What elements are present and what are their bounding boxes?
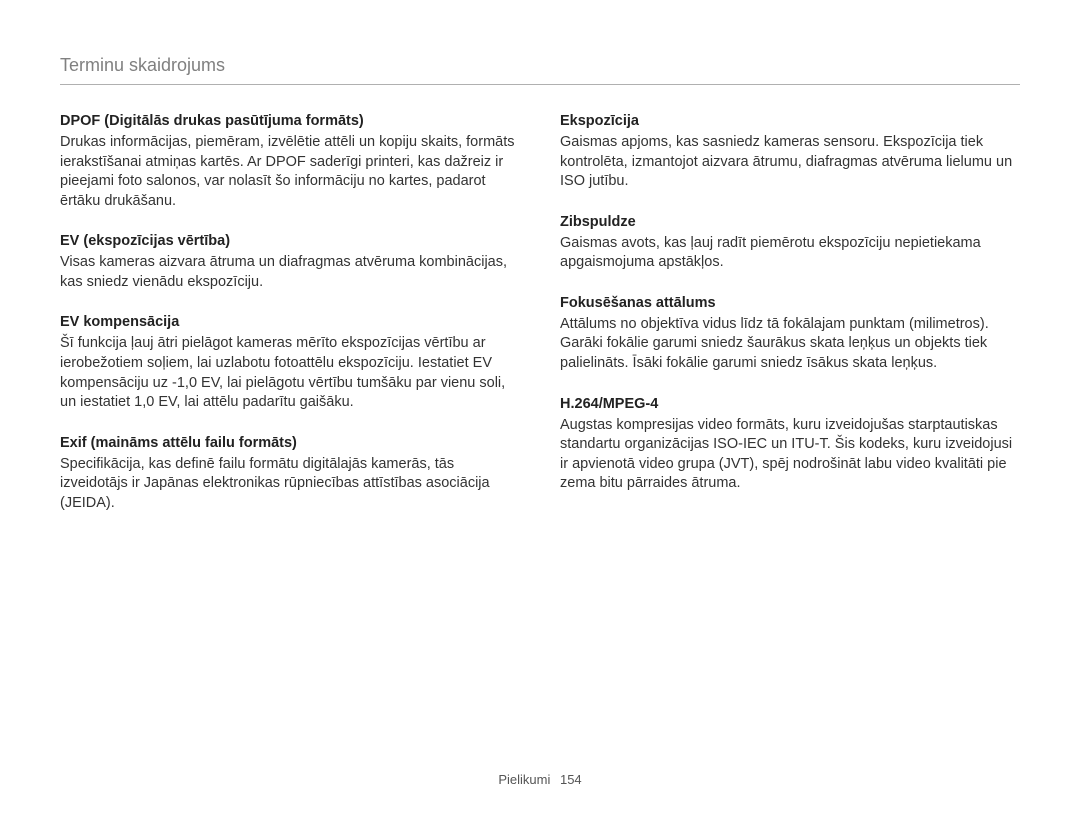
term-title: Ekspozīcija: [560, 113, 1020, 129]
term-body: Specifikācija, kas definē failu formātu …: [60, 455, 520, 514]
term-ev-comp: EV kompensācija Šī funkcija ļauj ātri pi…: [60, 314, 520, 412]
term-body: Attālums no objektīva vidus līdz tā fokā…: [560, 315, 1020, 374]
term-ev-value: EV (ekspozīcijas vērtība) Visas kameras …: [60, 233, 520, 292]
term-focal-length: Fokusēšanas attālums Attālums no objektī…: [560, 295, 1020, 374]
term-title: EV kompensācija: [60, 314, 520, 330]
page-title: Terminu skaidrojums: [60, 55, 1020, 76]
term-title: Exif (maināms attēlu failu formāts): [60, 435, 520, 451]
term-title: DPOF (Digitālās drukas pasūtījuma formāt…: [60, 113, 520, 129]
footer: Pielikumi 154: [0, 772, 1080, 787]
term-exposure: Ekspozīcija Gaismas apjoms, kas sasniedz…: [560, 113, 1020, 192]
right-column: Ekspozīcija Gaismas apjoms, kas sasniedz…: [560, 113, 1020, 535]
term-body: Visas kameras aizvara ātruma un diafragm…: [60, 253, 520, 292]
columns: DPOF (Digitālās drukas pasūtījuma formāt…: [60, 113, 1020, 535]
footer-page-number: 154: [560, 772, 582, 787]
term-body: Augstas kompresijas video formāts, kuru …: [560, 416, 1020, 494]
term-body: Gaismas avots, kas ļauj radīt piemērotu …: [560, 234, 1020, 273]
footer-section: Pielikumi: [498, 772, 550, 787]
term-h264: H.264/MPEG-4 Augstas kompresijas video f…: [560, 396, 1020, 494]
term-body: Drukas informācijas, piemēram, izvēlētie…: [60, 133, 520, 211]
term-title: H.264/MPEG-4: [560, 396, 1020, 412]
term-body: Šī funkcija ļauj ātri pielāgot kameras m…: [60, 334, 520, 412]
term-body: Gaismas apjoms, kas sasniedz kameras sen…: [560, 133, 1020, 192]
left-column: DPOF (Digitālās drukas pasūtījuma formāt…: [60, 113, 520, 535]
term-dpof: DPOF (Digitālās drukas pasūtījuma formāt…: [60, 113, 520, 211]
term-title: Fokusēšanas attālums: [560, 295, 1020, 311]
page: Terminu skaidrojums DPOF (Digitālās druk…: [0, 0, 1080, 815]
term-flash: Zibspuldze Gaismas avots, kas ļauj radīt…: [560, 214, 1020, 273]
title-rule: [60, 84, 1020, 85]
term-title: Zibspuldze: [560, 214, 1020, 230]
term-title: EV (ekspozīcijas vērtība): [60, 233, 520, 249]
term-exif: Exif (maināms attēlu failu formāts) Spec…: [60, 435, 520, 514]
